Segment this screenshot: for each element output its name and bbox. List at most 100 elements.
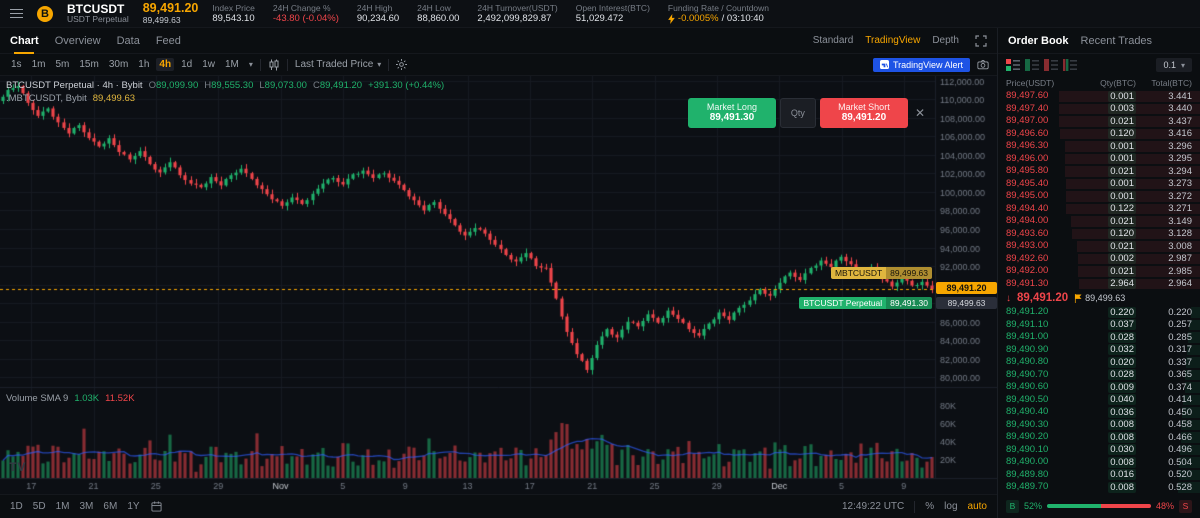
qty-input[interactable]: Qty (779, 98, 816, 128)
percent-scale-button[interactable]: % (925, 501, 935, 512)
mark-price: 89,499.63 (142, 15, 181, 25)
orderbook-bid-row[interactable]: 89,490.80 0.020 0.337 (998, 356, 1200, 369)
mode-standard[interactable]: Standard (812, 35, 854, 46)
calendar-icon[interactable] (151, 501, 162, 512)
range-1m[interactable]: 1M (55, 501, 70, 512)
orderbook-ask-row[interactable]: 89,495.80 0.021 3.294 (998, 165, 1200, 178)
interval-5m[interactable]: 5m (55, 59, 70, 70)
tradingview-alert-button[interactable]: TradingView Alert (872, 57, 970, 72)
range-1d[interactable]: 1D (10, 501, 23, 512)
range-3m[interactable]: 3M (79, 501, 94, 512)
price-source-select[interactable]: Last Traded Price ▾ (295, 59, 381, 70)
mid-last-price[interactable]: 89,491.20 (1017, 292, 1069, 304)
orderbook-bid-row[interactable]: 89,490.10 0.030 0.496 (998, 444, 1200, 457)
orderbook-ask-row[interactable]: 89,496.00 0.001 3.295 (998, 153, 1200, 166)
orderbook-panel: Order Book Recent Trades 0.1 ▾ (998, 28, 1200, 518)
range-1y[interactable]: 1Y (127, 501, 140, 512)
orderbook-ask-row[interactable]: 89,495.40 0.001 3.273 (998, 178, 1200, 191)
orderbook-bid-row[interactable]: 89,490.70 0.028 0.365 (998, 369, 1200, 382)
settings-gear-icon[interactable] (396, 59, 408, 70)
orderbook-bid-row[interactable]: 89,491.20 0.220 0.220 (998, 306, 1200, 319)
price-cell: 89,492.00 (1006, 265, 1049, 277)
stat-value: 51,029.472 (575, 12, 624, 24)
orderbook-bid-row[interactable]: 89,491.00 0.028 0.285 (998, 331, 1200, 344)
interval-1w[interactable]: 1w (202, 59, 215, 70)
hamburger-menu-icon[interactable] (10, 8, 23, 19)
range-buttons: 1D 5D 1M 3M 6M 1Y (10, 501, 140, 512)
orderbook-bid-row[interactable]: 89,491.10 0.037 0.257 (998, 319, 1200, 332)
orderbook-bid-row[interactable]: 89,490.20 0.008 0.466 (998, 431, 1200, 444)
orderbook-bid-row[interactable]: 89,489.80 0.016 0.520 (998, 469, 1200, 482)
camera-icon[interactable] (977, 59, 989, 70)
orderbook-ask-row[interactable]: 89,495.00 0.001 3.272 (998, 190, 1200, 203)
orderbook-ask-row[interactable]: 89,493.00 0.021 3.008 (998, 240, 1200, 253)
qty-cell: 0.008 (1108, 431, 1136, 443)
qty-cell: 0.021 (1108, 115, 1136, 127)
interval-15m[interactable]: 15m (79, 59, 99, 70)
depth-bar (1181, 407, 1200, 418)
orderbook-ask-row[interactable]: 89,496.30 0.001 3.296 (998, 140, 1200, 153)
orderbook-ask-row[interactable]: 89,497.40 0.003 3.440 (998, 103, 1200, 116)
range-6m[interactable]: 6M (103, 501, 118, 512)
orderbook-bid-row[interactable]: 89,489.70 0.008 0.528 (998, 481, 1200, 494)
tab-data[interactable]: Data (116, 34, 140, 47)
grouping-select[interactable]: 0.1 ▾ (1156, 58, 1192, 72)
orderbook-bid-row[interactable]: 89,490.90 0.032 0.317 (998, 344, 1200, 357)
range-5d[interactable]: 5D (32, 501, 46, 512)
tab-order-book[interactable]: Order Book (1008, 34, 1069, 47)
orderbook-ask-row[interactable]: 89,494.40 0.122 3.271 (998, 203, 1200, 216)
chevron-down-icon: ▾ (377, 60, 382, 69)
auto-scale-button[interactable]: auto (967, 501, 987, 512)
orderbook-ask-row[interactable]: 89,491.30 2.964 2.964 (998, 278, 1200, 291)
view-both-sides-icon[interactable] (1006, 59, 1020, 71)
orderbook-ask-row[interactable]: 89,493.60 0.120 3.128 (998, 228, 1200, 241)
qty-cell: 0.122 (1108, 203, 1136, 215)
symbol-block[interactable]: BTCUSDT USDT Perpetual (67, 3, 129, 24)
tab-overview[interactable]: Overview (54, 34, 101, 47)
interval-1s[interactable]: 1s (11, 59, 22, 70)
orderbook-bid-row[interactable]: 89,490.50 0.040 0.414 (998, 394, 1200, 407)
expand-icon[interactable] (975, 34, 987, 47)
depth-bar (1058, 91, 1200, 102)
orderbook-bid-row[interactable]: 89,490.40 0.036 0.450 (998, 406, 1200, 419)
chart-tabs: Chart Overview Data Feed (10, 34, 181, 54)
tab-feed[interactable]: Feed (155, 34, 181, 47)
interval-1d[interactable]: 1d (181, 59, 193, 70)
price-cell: 89,490.20 (1006, 431, 1049, 443)
interval-4h[interactable]: 4h (156, 58, 175, 71)
orderbook-ask-row[interactable]: 89,494.00 0.021 3.149 (998, 215, 1200, 228)
market-long-button[interactable]: Market Long 89,491.30 (687, 98, 776, 128)
stat-label: 24H Turnover(USDT) (477, 2, 558, 13)
chart-bottom-bar: 1D 5D 1M 3M 6M 1Y 12:49:22 UTC % log auto (0, 494, 997, 518)
last-price: 89,491.20 (142, 1, 199, 15)
chart-area: BTCUSDT Perpetual · 4h · Bybit O89,099.9… (0, 76, 997, 494)
candlestick-style-icon[interactable] (268, 59, 280, 71)
market-short-button[interactable]: Market Short 89,491.20 (819, 98, 908, 128)
interval-1m[interactable]: 1m (31, 59, 46, 70)
orderbook-bid-row[interactable]: 89,490.60 0.009 0.374 (998, 381, 1200, 394)
log-scale-button[interactable]: log (944, 501, 958, 512)
orderbook-ask-row[interactable]: 89,497.60 0.001 3.441 (998, 90, 1200, 103)
close-overlay-icon[interactable]: ✕ (914, 106, 925, 120)
orderbook-bid-row[interactable]: 89,490.00 0.008 0.504 (998, 456, 1200, 469)
mode-depth[interactable]: Depth (932, 35, 959, 46)
depth-bar (1190, 307, 1200, 318)
orderbook-ask-row[interactable]: 89,496.60 0.120 3.416 (998, 128, 1200, 141)
interval-1h[interactable]: 1h (138, 59, 150, 70)
view-bids-only-icon[interactable] (1025, 59, 1039, 71)
view-asks-only-icon[interactable] (1044, 59, 1058, 71)
interval-1M[interactable]: 1M (225, 59, 239, 70)
orderbook-ask-row[interactable]: 89,497.00 0.021 3.437 (998, 115, 1200, 128)
tab-chart[interactable]: Chart (10, 34, 39, 54)
total-cell: 3.296 (1168, 140, 1192, 152)
price-chart-canvas[interactable] (0, 76, 997, 494)
view-combined-icon[interactable] (1063, 59, 1077, 71)
interval-more-chevron-icon[interactable]: ▾ (248, 60, 253, 69)
mode-tradingview[interactable]: TradingView (865, 35, 921, 46)
orderbook-ask-row[interactable]: 89,492.00 0.021 2.985 (998, 265, 1200, 278)
orderbook-bid-row[interactable]: 89,490.30 0.008 0.458 (998, 419, 1200, 432)
orderbook-ask-row[interactable]: 89,492.60 0.002 2.987 (998, 253, 1200, 266)
interval-30m[interactable]: 30m (108, 59, 129, 70)
clock-utc[interactable]: 12:49:22 UTC (842, 501, 905, 512)
tab-recent-trades[interactable]: Recent Trades (1080, 34, 1153, 47)
